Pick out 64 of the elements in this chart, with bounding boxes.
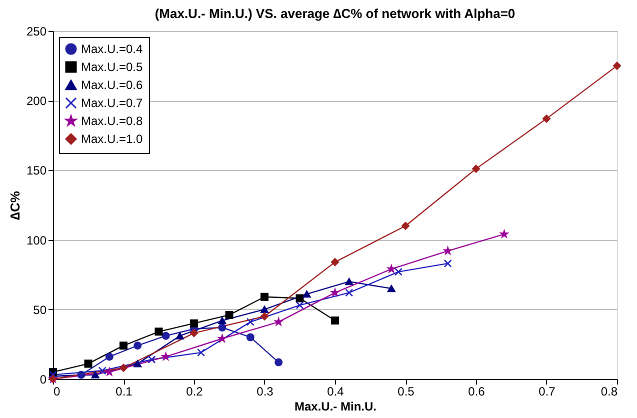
point — [296, 301, 304, 310]
point — [218, 316, 226, 324]
point — [387, 284, 396, 292]
x-tick-label: 0 — [54, 384, 60, 398]
point — [401, 222, 410, 230]
point — [444, 259, 452, 268]
point — [119, 342, 128, 350]
x-tick-label: 0.4 — [327, 384, 344, 398]
y-tick-label: 250 — [26, 24, 47, 38]
y-tick-label: 100 — [26, 233, 47, 248]
point — [345, 278, 354, 286]
y-axis-title: ∆C% — [7, 190, 22, 220]
point — [260, 292, 269, 301]
point — [134, 342, 142, 350]
point — [225, 310, 234, 319]
x-tick-label: 0.3 — [256, 384, 274, 398]
x-tick-label: 0.5 — [398, 384, 415, 398]
x-tick-label: 0.1 — [116, 384, 133, 398]
y-tick-label: 200 — [26, 94, 47, 108]
chart-title: (Max.U.- Min.U.) VS. average ∆C% of network with Alpha=0 — [154, 6, 516, 21]
point — [394, 268, 402, 276]
legend-label: Max.U.=0.4 — [81, 42, 144, 56]
point — [91, 371, 100, 378]
y-tick-label: 150 — [26, 164, 47, 178]
point — [274, 358, 283, 366]
x-tick-label: 0.7 — [538, 384, 556, 398]
legend-label: Max.U.=1.0 — [81, 132, 144, 146]
point — [218, 324, 226, 332]
legend-label: Max.U.=0.5 — [81, 60, 144, 74]
point — [444, 246, 452, 254]
point — [260, 306, 269, 313]
point — [77, 370, 86, 379]
point — [260, 312, 269, 320]
point — [197, 348, 206, 357]
point — [542, 114, 551, 123]
point — [345, 288, 354, 297]
point — [154, 328, 163, 336]
point — [98, 366, 106, 375]
point — [330, 258, 340, 266]
legend-label: Max.U.=0.6 — [81, 78, 144, 92]
point — [612, 62, 622, 70]
point — [105, 352, 114, 361]
point — [472, 164, 480, 173]
point — [190, 329, 198, 338]
point — [119, 364, 128, 372]
legend-label: Max.U.=0.7 — [81, 96, 144, 110]
x-tick-label: 0.8 — [600, 384, 618, 398]
point — [134, 360, 142, 368]
legend-label: Max.U.=0.8 — [81, 114, 144, 128]
y-tick-label: 50 — [33, 302, 47, 317]
point — [84, 360, 92, 368]
x-axis-title: Max.U.- Min.U. — [294, 400, 377, 414]
x-tick-label: 0.2 — [186, 384, 204, 398]
point — [330, 316, 340, 325]
point — [190, 319, 198, 328]
point — [246, 333, 254, 342]
x-tick-label: 0.6 — [468, 384, 486, 398]
point — [296, 294, 304, 302]
point — [246, 318, 254, 326]
point — [176, 332, 184, 340]
point — [162, 332, 170, 340]
y-tick-label: 0 — [40, 372, 47, 386]
point — [148, 356, 156, 364]
point — [302, 290, 311, 298]
